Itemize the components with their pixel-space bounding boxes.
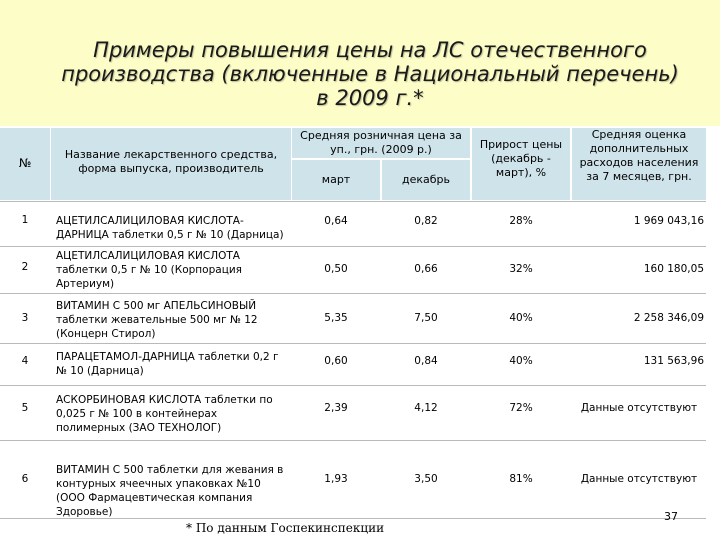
row-1-growth: 28% <box>509 215 533 227</box>
title-band <box>0 0 720 126</box>
row-6-num: 6 <box>21 473 29 485</box>
row-1-num: 1 <box>21 214 29 226</box>
row-5-num: 5 <box>21 402 29 414</box>
row-4-march: 0,60 <box>324 355 348 367</box>
row-2-name: АЦЕТИЛСАЛИЦИЛОВАЯ КИСЛОТА таблетки 0,5 г… <box>56 250 242 290</box>
footnote: * По данным Госпекинспекции <box>186 521 385 535</box>
row-4-growth: 40% <box>509 355 533 367</box>
header-december: декабрь <box>382 160 470 200</box>
row-2-growth: 32% <box>509 263 533 275</box>
row-2-march: 0,50 <box>324 263 348 275</box>
row-divider <box>0 385 706 386</box>
header-growth: Прирост цены (декабрь - март), % <box>472 128 570 200</box>
header-avg-price: Средняя розничная цена за уп., грн. (200… <box>292 128 470 158</box>
row-divider <box>0 246 706 247</box>
row-2-december: 0,66 <box>414 263 438 275</box>
row-5-december: 4,12 <box>414 402 438 414</box>
header-extra-cost: Средняя оценка дополнительных расходов н… <box>572 128 706 200</box>
row-4-name: ПАРАЦЕТАМОЛ-ДАРНИЦА таблетки 0,2 г № 10 … <box>56 351 279 377</box>
row-divider <box>0 440 706 441</box>
row-6-extra: Данные отсутствуют <box>580 473 698 485</box>
title-line-2: производства (включенные в Национальный … <box>61 62 679 86</box>
row-3-name: ВИТАМИН С 500 мг АПЕЛЬСИНОВЫЙ таблетки ж… <box>56 300 258 340</box>
row-3-december: 7,50 <box>414 312 438 324</box>
slide-title: Примеры повышения цены на ЛС отечественн… <box>40 38 700 110</box>
row-4-extra: 131 563,96 <box>643 355 704 367</box>
row-3-growth: 40% <box>509 312 533 324</box>
row-4-num: 4 <box>21 355 29 367</box>
row-2-num: 2 <box>21 261 29 273</box>
row-1-march: 0,64 <box>324 215 348 227</box>
row-5-growth: 72% <box>509 402 533 414</box>
header-march: март <box>292 160 380 200</box>
row-6-march: 1,93 <box>324 473 348 485</box>
page-number: 37 <box>664 510 678 523</box>
title-line-3: в 2009 г.* <box>316 86 424 110</box>
header-num: № <box>0 128 50 200</box>
row-6-growth: 81% <box>509 473 533 485</box>
row-3-march: 5,35 <box>324 312 348 324</box>
row-1-december: 0,82 <box>414 215 438 227</box>
title-line-1: Примеры повышения цены на ЛС отечественн… <box>93 38 647 62</box>
row-divider <box>0 343 706 344</box>
row-4-december: 0,84 <box>414 355 438 367</box>
row-5-name: АСКОРБИНОВАЯ КИСЛОТА таблетки по 0,025 г… <box>56 394 273 434</box>
row-3-num: 3 <box>21 312 29 324</box>
row-1-extra: 1 969 043,16 <box>633 215 704 227</box>
row-3-extra: 2 258 346,09 <box>633 312 704 324</box>
row-5-march: 2,39 <box>324 402 348 414</box>
row-6-december: 3,50 <box>414 473 438 485</box>
row-2-extra: 160 180,05 <box>643 263 704 275</box>
row-5-extra: Данные отсутствуют <box>580 402 698 414</box>
row-divider <box>0 293 706 294</box>
row-1-name: АЦЕТИЛСАЛИЦИЛОВАЯ КИСЛОТА-ДАРНИЦА таблет… <box>56 215 284 241</box>
row-divider <box>0 518 706 519</box>
row-6-name: ВИТАМИН С 500 таблетки для жевания в кон… <box>56 464 284 518</box>
header-name: Название лекарственного средства, форма … <box>51 128 291 200</box>
row-divider <box>0 201 706 202</box>
